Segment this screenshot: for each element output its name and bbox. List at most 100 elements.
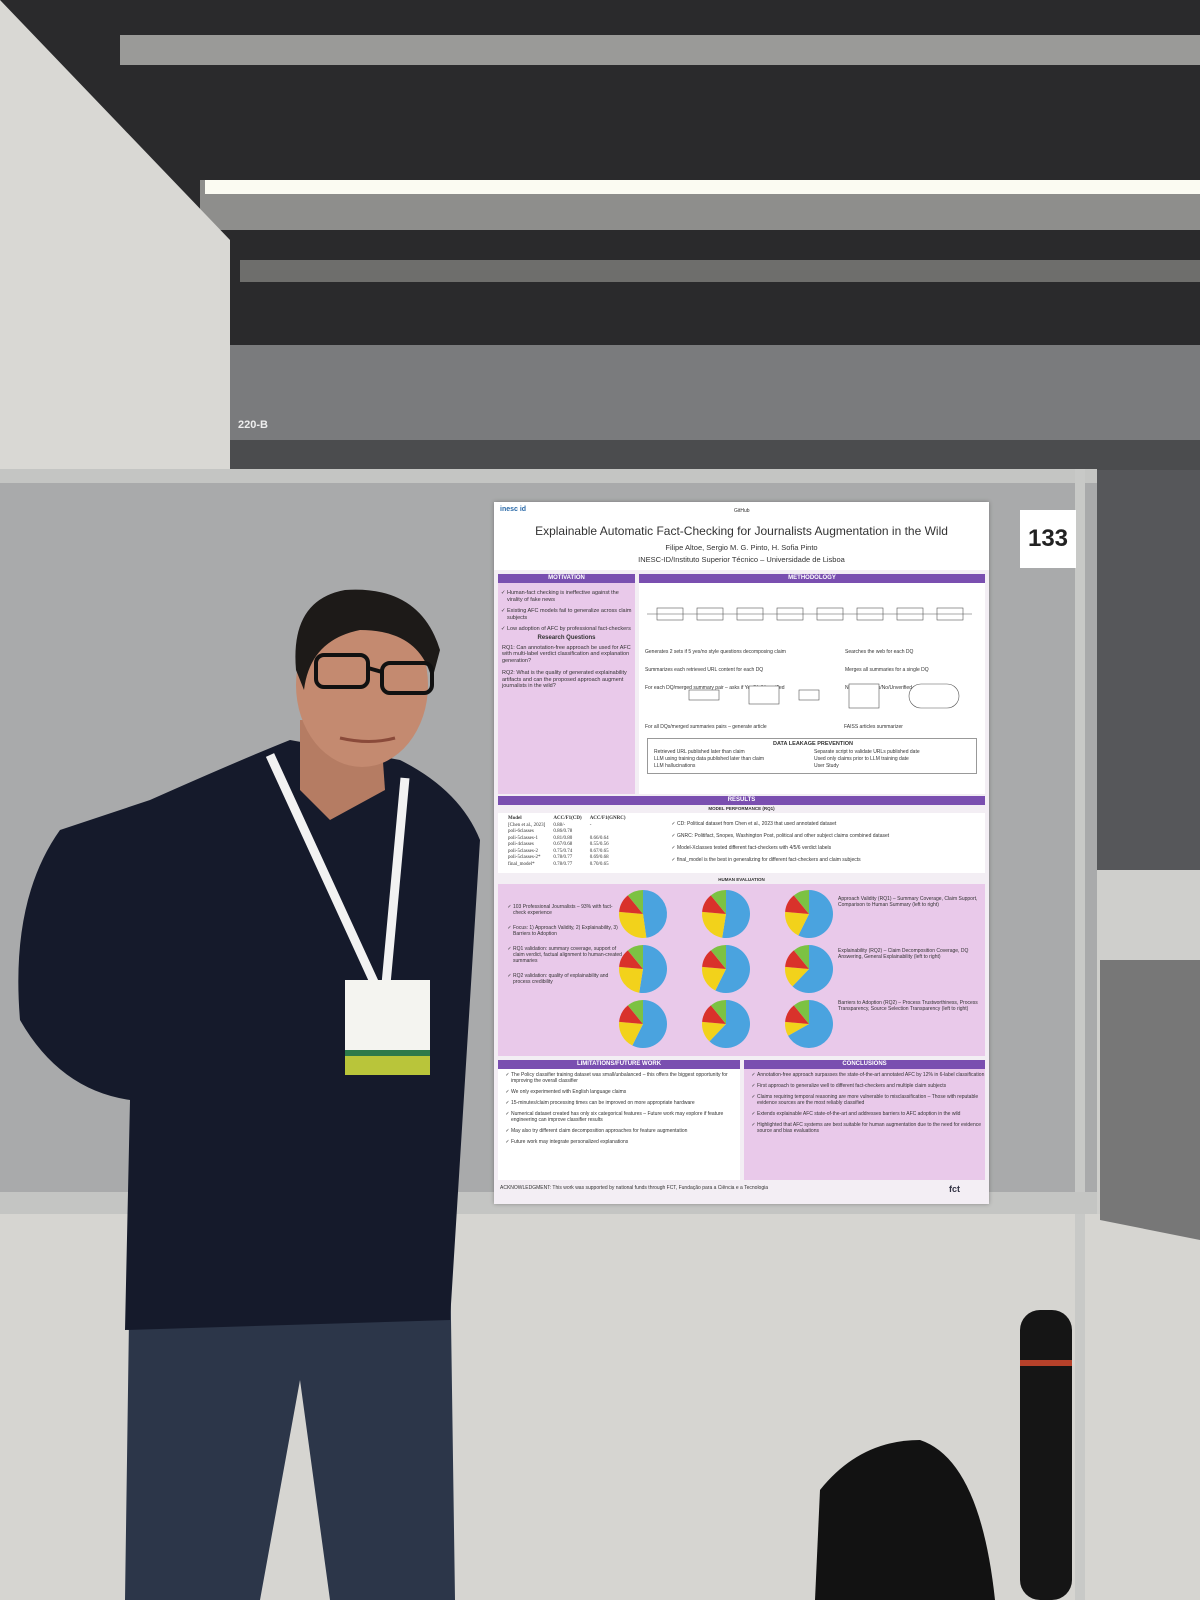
- light-strip: [205, 180, 1200, 194]
- funder-logo: fct: [949, 1184, 960, 1194]
- pie-caption: Approach Validity (RQ1) – Summary Covera…: [838, 896, 978, 908]
- table-cell: 0.67/0.65: [589, 848, 609, 854]
- bullet: Human-fact checking is ineffective again…: [507, 590, 635, 603]
- affiliation: INESC-ID/Instituto Superior Técnico – Un…: [638, 555, 845, 564]
- pie-slice: [619, 966, 643, 993]
- method-step: For all DQs/merged summaries pairs – gen…: [645, 724, 767, 730]
- pie-slice: [710, 1000, 727, 1024]
- section-heading: CONCLUSIONS: [744, 1060, 985, 1069]
- bullet: 103 Professional Journalists – 93% with …: [513, 904, 623, 916]
- pie-slice: [702, 895, 726, 914]
- pie-slice: [619, 1005, 643, 1024]
- method-step: FAISS articles summarizer: [844, 724, 903, 730]
- method-step: Merges all summaries for a single DQ: [845, 667, 929, 673]
- table-cell: 0.75/0.74: [553, 848, 573, 854]
- method-step: Searches the web for each DQ: [845, 649, 914, 655]
- pie-slice: [619, 895, 643, 914]
- poster-header: inesc id GitHub Explainable Automatic Fa…: [494, 502, 989, 570]
- table-row: Model ACC/F1(CD) ACC/F1(GNRC): [504, 816, 630, 823]
- table-cell: 0.66/0.64: [589, 835, 609, 841]
- leakage-item: Retrieved URL published later than claim: [654, 749, 745, 755]
- room-sign: 220-B: [238, 419, 268, 431]
- bullet: Highlighted that AFC systems are best su…: [757, 1122, 989, 1134]
- leakage-item: User Study: [814, 763, 839, 769]
- table-cell: 0.78/0.77: [553, 855, 573, 860]
- board-frame: [0, 469, 1097, 483]
- pie-slice: [632, 1000, 667, 1048]
- section-heading: METHODOLOGY: [639, 574, 985, 583]
- section-heading: MOTIVATION: [498, 574, 635, 583]
- method-step: Numbers of Yes/No/Unverified per DQ: [845, 685, 930, 691]
- pie-slice: [722, 890, 750, 938]
- table-cell: -: [589, 822, 592, 828]
- bullet: Existing AFC models fail to generalize a…: [507, 608, 635, 621]
- backpack: [815, 1440, 995, 1600]
- table-row: poli-5classes-2* 0.78/0.77 0.69/0.68: [504, 855, 630, 862]
- result-note: GNRC: Politifact, Snopes, Washington Pos…: [677, 833, 977, 839]
- poster-title: Explainable Automatic Fact-Checking for …: [535, 524, 948, 538]
- research-question: RQ1: Can annotation-free approach be use…: [502, 644, 631, 664]
- bullet: The Policy classifier training dataset w…: [511, 1072, 745, 1084]
- pipeline-diagram: [647, 607, 972, 621]
- jeans: [125, 1250, 455, 1600]
- table-row: poli-6classes 0.86/0.78: [504, 829, 630, 836]
- bullet: Extends explainable AFC state-of-the-art…: [757, 1111, 989, 1117]
- bullet: Low adoption of AFC by professional fact…: [507, 626, 635, 633]
- bullet: Claims requiring temporal reasoning are …: [757, 1094, 989, 1106]
- pie-slice: [785, 1021, 809, 1036]
- table-row: poli-4classes 0.67/0.68 0.55/0.56: [504, 842, 630, 849]
- classifier-diagram: [688, 683, 960, 709]
- methodology-box: METHODOLOGY Generates 2 sets if 5 yes/no…: [639, 574, 985, 794]
- shirt: [18, 740, 480, 1330]
- pie-slice: [702, 966, 726, 991]
- subheading: MODEL PERFORMANCE (RQ1): [708, 806, 775, 811]
- beam: [120, 35, 1200, 65]
- pie-slice: [793, 1000, 810, 1024]
- bullet: May also try different claim decompositi…: [511, 1128, 745, 1134]
- motivation-box: MOTIVATION Human-fact checking is ineffe…: [498, 574, 635, 794]
- leakage-item: Used only claims prior to LLM training d…: [814, 756, 909, 762]
- bullet: RQ1 validation: summary coverage, suppor…: [513, 946, 623, 964]
- beam: [240, 260, 1200, 282]
- conclusions-box: CONCLUSIONS Annotation-free approach sur…: [744, 1060, 985, 1180]
- pie-slice: [785, 911, 809, 936]
- table-cell: 0.67/0.68: [553, 842, 573, 847]
- table-cell: poli-5classes-2: [508, 848, 538, 854]
- pie-caption: Explainability (RQ2) – Claim Decompositi…: [838, 948, 969, 960]
- board-number: 133: [1020, 510, 1076, 568]
- method-step: Generates 2 sets if 5 yes/no style quest…: [645, 649, 786, 655]
- poster: inesc id GitHub Explainable Automatic Fa…: [494, 502, 989, 1204]
- lanyard: [265, 753, 410, 997]
- carpet: [1100, 960, 1200, 1240]
- pie-slice: [702, 1021, 726, 1042]
- pie-slice: [709, 1000, 750, 1048]
- pie-slice: [619, 911, 647, 938]
- pie-slice: [639, 945, 667, 993]
- mouth: [339, 736, 396, 743]
- leakage-item: Separate script to validate URLs publish…: [814, 749, 920, 755]
- table-cell: poli-5classes-1: [508, 835, 538, 841]
- badge-stripe: [345, 1055, 430, 1075]
- table-cell: 0.69/0.68: [589, 855, 609, 860]
- subheading: Research Questions: [537, 634, 596, 641]
- table-cell: poli-5classes-2*: [508, 855, 541, 860]
- poster-tube: [1020, 1310, 1072, 1600]
- bullet: Annotation-free approach surpasses the s…: [757, 1072, 989, 1078]
- leakage-box: DATA LEAKAGE PREVENTION Retrieved URL pu…: [647, 738, 977, 774]
- pie-slice: [785, 950, 809, 969]
- limitations-box: LIMITATIONS/FUTURE WORK The Policy class…: [498, 1060, 740, 1180]
- pie-slice: [785, 966, 809, 987]
- bullet: Focus: 1) Approach Validity, 2) Explaina…: [513, 925, 623, 937]
- pie-slice: [702, 1005, 726, 1024]
- bullet: First approach to generalize well to dif…: [757, 1083, 989, 1089]
- back-wall: [1097, 470, 1200, 870]
- table-row: poli-5classes-2 0.75/0.74 0.67/0.65: [504, 849, 630, 856]
- result-note: Model-Xclasses tested different fact-che…: [677, 845, 977, 851]
- bullet: Numerical dataset created has only six c…: [511, 1111, 745, 1123]
- pie-caption: Barriers to Adoption (RQ2) – Process Tru…: [838, 1000, 978, 1012]
- table-row: [Chen et al., 2023] 0.88/- -: [504, 823, 630, 830]
- pie-slice: [710, 945, 727, 969]
- pie-slice: [785, 1005, 809, 1024]
- table-cell: [Chen et al., 2023]: [508, 822, 546, 828]
